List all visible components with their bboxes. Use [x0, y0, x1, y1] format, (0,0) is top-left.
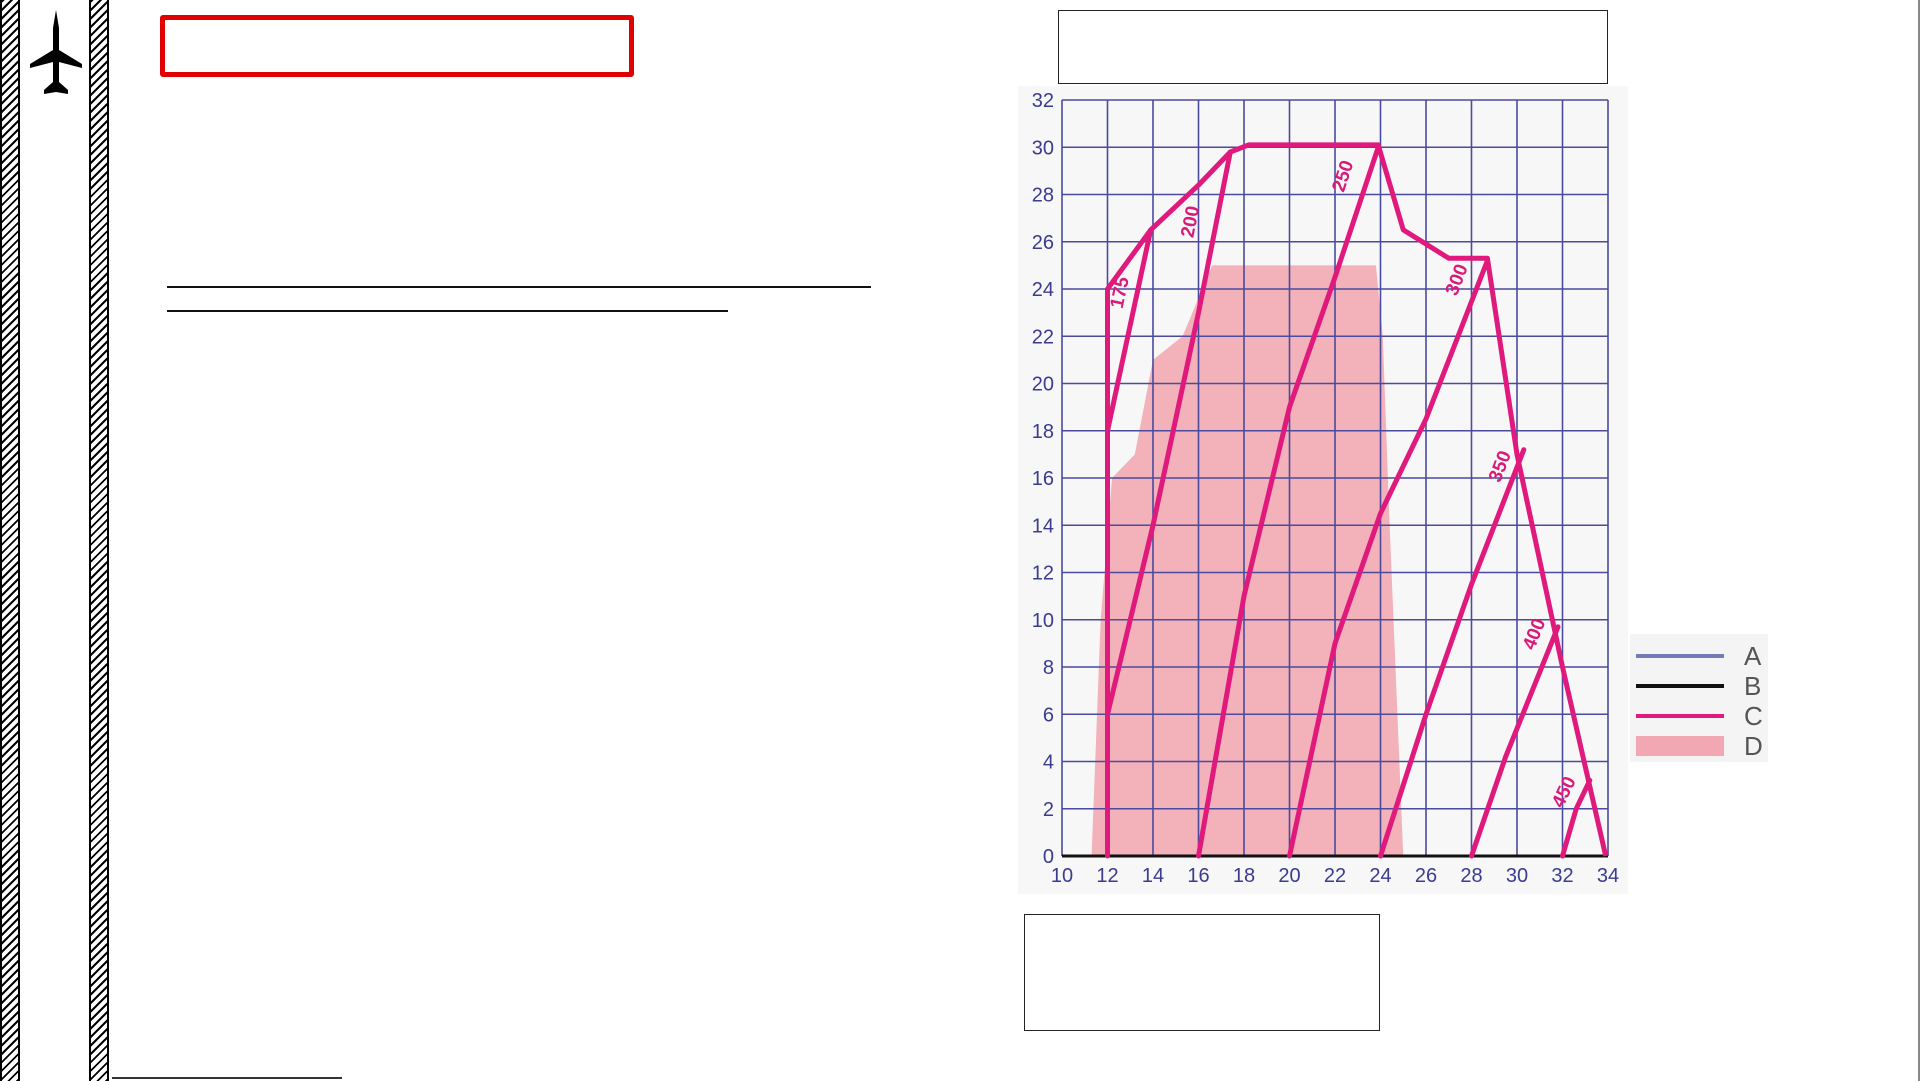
bottom-caption-box: [1024, 914, 1380, 1031]
x-tick-label: 34: [1597, 865, 1619, 887]
y-tick-label: 26: [1032, 232, 1054, 254]
curve-400: [1469, 624, 1561, 859]
x-tick-label: 22: [1324, 865, 1346, 887]
x-tick-label: 16: [1187, 865, 1209, 887]
x-tick-label: 18: [1233, 865, 1255, 887]
y-tick-label: 4: [1043, 752, 1054, 774]
y-tick-label: 16: [1032, 468, 1054, 490]
right-hatched-border: [89, 0, 109, 1081]
x-tick-label: 28: [1460, 865, 1482, 887]
title-box: [160, 15, 634, 77]
x-tick-label: 26: [1415, 865, 1437, 887]
x-tick-label: 30: [1506, 865, 1528, 887]
y-tick-label: 0: [1043, 846, 1054, 868]
envelope-boundary-line: [1105, 142, 1609, 857]
curve-350: [1378, 447, 1527, 859]
page-bottom-line: [112, 1077, 342, 1079]
curve-450: [1560, 777, 1593, 859]
x-tick-label: 32: [1551, 865, 1573, 887]
y-tick-label: 14: [1032, 515, 1054, 537]
top-caption-box: [1058, 10, 1608, 84]
y-tick-label: 8: [1043, 657, 1054, 679]
curve-250: [1196, 144, 1381, 859]
y-tick-label: 28: [1032, 185, 1054, 207]
envelope-area-layer: [1091, 265, 1404, 856]
y-tick-label: 12: [1032, 563, 1054, 585]
y-tick-label: 24: [1032, 279, 1054, 301]
jet-aircraft-icon: [30, 10, 82, 94]
page-right-edge: [1918, 0, 1920, 1081]
y-tick-label: 2: [1043, 799, 1054, 821]
curve-200: [1105, 149, 1233, 717]
curve-300: [1287, 258, 1490, 859]
y-tick-label: 10: [1032, 610, 1054, 632]
legend-label-B: B: [1744, 671, 1761, 701]
y-tick-label: 32: [1032, 90, 1054, 112]
y-tick-label: 18: [1032, 421, 1054, 443]
y-tick-label: 6: [1043, 704, 1054, 726]
y-tick-label: 30: [1032, 137, 1054, 159]
x-tick-label: 20: [1278, 865, 1300, 887]
tick-labels-layer: 10 12 14 16 18 20 22 24 26 28 30 32 3402468101214161…: [1032, 90, 1619, 887]
left-hatched-border: [0, 0, 20, 1081]
legend-label-A: A: [1744, 641, 1762, 671]
text-underline-2: [167, 310, 728, 312]
x-tick-label: 14: [1142, 865, 1164, 887]
x-tick-label: 12: [1096, 865, 1118, 887]
x-tick-label: 24: [1369, 865, 1391, 887]
legend-label-D: D: [1744, 731, 1763, 761]
y-tick-label: 20: [1032, 374, 1054, 396]
legend-label-C: C: [1744, 701, 1763, 731]
grid-layer: [1061, 99, 1609, 858]
y-tick-label: 22: [1032, 326, 1054, 348]
envelope-area-d: [1091, 265, 1404, 856]
legend-swatch-D: [1636, 736, 1724, 756]
text-underline-1: [167, 286, 871, 288]
x-tick-label: 10: [1051, 865, 1073, 887]
